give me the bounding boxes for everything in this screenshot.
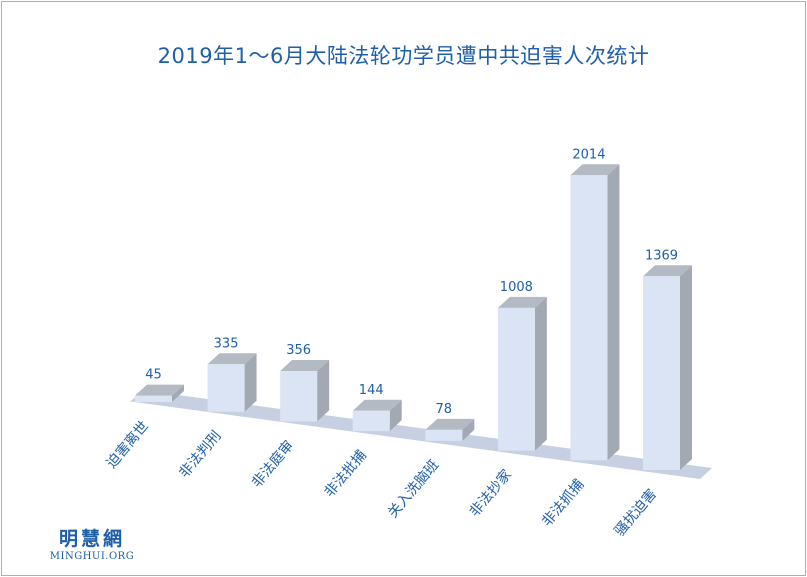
- category-label: 关入洗脑班: [385, 457, 442, 521]
- bar-4: [352, 399, 402, 432]
- category-label: 非法抄家: [466, 466, 515, 520]
- bar-top: [135, 384, 184, 396]
- category-label: 非法批捕: [322, 447, 370, 500]
- bar-top: [352, 399, 402, 411]
- bar-top: [425, 418, 475, 430]
- category-label: 迫害离世: [103, 418, 152, 472]
- bar-top: [207, 353, 257, 365]
- bar-side: [462, 418, 475, 441]
- bar-8: [643, 265, 692, 470]
- chart-title: 2019年1～6月大陆法轮功学员遭中共迫害人次统计: [157, 44, 650, 68]
- chart-floor: [130, 390, 712, 479]
- bar-side: [172, 384, 184, 402]
- bar-front: [135, 395, 172, 402]
- bar-top: [643, 265, 692, 277]
- bar-side: [534, 296, 547, 451]
- data-label: 144: [359, 383, 384, 398]
- bar-group: [135, 164, 692, 470]
- logo-chinese-text: 明慧網: [58, 528, 125, 550]
- bar-6: [497, 296, 547, 451]
- bar-7: [570, 164, 620, 461]
- bar-side: [317, 360, 330, 422]
- bar-front: [497, 307, 535, 451]
- bar-side: [607, 164, 620, 461]
- bar-front: [570, 175, 608, 461]
- bar-top: [570, 164, 620, 176]
- bar-top: [497, 296, 547, 308]
- bar-front: [280, 371, 318, 422]
- category-label: 非法抓捕: [539, 477, 587, 530]
- bar-front: [643, 276, 680, 470]
- data-label: 2014: [572, 147, 605, 162]
- bar-front: [352, 410, 390, 432]
- bar-side: [389, 399, 402, 432]
- data-label: 1008: [500, 280, 533, 295]
- data-label: 356: [286, 343, 311, 358]
- bar-3: [280, 360, 330, 422]
- data-label: 335: [214, 336, 239, 351]
- data-label: 1369: [645, 248, 678, 263]
- data-label: 78: [436, 402, 453, 417]
- bar-top: [280, 360, 330, 372]
- category-label: 非法判刑: [176, 428, 224, 481]
- minghui-logo: 明慧網 MINGHUI.ORG: [42, 524, 142, 562]
- data-label-group: 45 335 356 144 78 1008 2014 1369: [145, 147, 678, 417]
- bar-side: [244, 353, 257, 412]
- data-label: 45: [145, 368, 162, 383]
- bar-2: [207, 353, 257, 412]
- bar-1: [135, 384, 184, 402]
- logo-english-text: MINGHUI.ORG: [49, 551, 135, 562]
- category-label: 非法庭审: [248, 437, 297, 491]
- bar-side: [680, 265, 692, 470]
- bar-front: [207, 364, 245, 412]
- bar-5: [425, 418, 475, 441]
- bar-front: [425, 429, 463, 441]
- category-label: 骚扰迫害: [612, 486, 660, 539]
